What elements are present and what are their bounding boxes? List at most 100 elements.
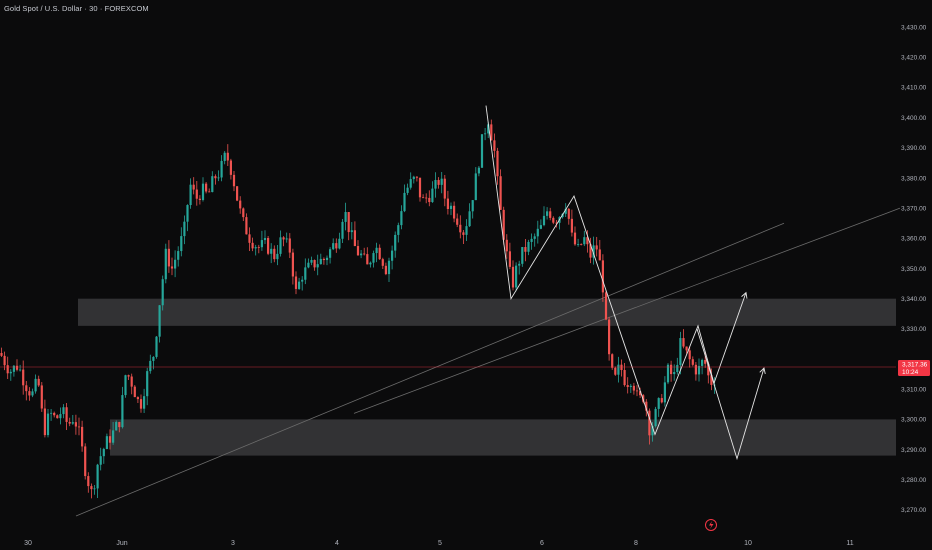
candle-body — [195, 189, 198, 199]
candle — [518, 260, 521, 275]
candle-body — [105, 436, 108, 449]
candle — [387, 257, 391, 282]
candle — [595, 236, 598, 257]
x-axis[interactable]: 30 Jun 3 4 5 6 8 10 11 — [24, 540, 854, 547]
candle-body — [406, 187, 409, 193]
candles-layer — [0, 119, 716, 499]
candle-body — [108, 436, 112, 443]
lightning-icon[interactable] — [705, 519, 717, 531]
candle-body — [248, 234, 251, 243]
candle-body — [270, 248, 273, 254]
trendline-upper — [353, 207, 901, 414]
candle — [508, 242, 511, 270]
candle — [620, 359, 623, 377]
candle-body — [344, 212, 347, 222]
candle — [577, 238, 580, 247]
candle-body — [25, 385, 28, 392]
candle-body — [564, 208, 567, 214]
candle-body — [549, 211, 552, 218]
candle — [691, 356, 694, 367]
candle-body — [546, 211, 549, 216]
candle — [685, 346, 688, 354]
candle — [415, 176, 418, 182]
y-tick-label: 3,300.00 — [901, 417, 927, 424]
drawings-layer — [485, 105, 766, 461]
candle — [304, 258, 307, 285]
candle — [589, 237, 592, 264]
candle — [701, 358, 704, 375]
candle — [459, 215, 462, 239]
candle — [567, 208, 570, 225]
candle-body — [577, 244, 580, 245]
candle — [474, 167, 477, 201]
candle-body — [589, 244, 592, 258]
candle — [611, 353, 614, 370]
candle-body — [570, 218, 573, 233]
candle — [93, 484, 96, 495]
candle — [43, 399, 46, 438]
candle-body — [446, 198, 449, 210]
candle-body — [282, 237, 285, 240]
candle — [573, 226, 577, 246]
candle-body — [567, 208, 570, 219]
y-tick-label: 3,270.00 — [901, 507, 927, 514]
candle — [155, 335, 158, 359]
candle — [251, 237, 254, 252]
candle — [298, 277, 301, 290]
candle-body — [313, 260, 316, 268]
candle-body — [372, 253, 375, 263]
candle-body — [77, 426, 81, 428]
candle-body — [412, 176, 415, 180]
candle-body — [474, 173, 477, 201]
x-tick-label: 6 — [540, 540, 544, 547]
trendlines-layer — [75, 207, 901, 517]
candle — [307, 258, 310, 269]
y-axis[interactable]: 3,430.00 3,420.00 3,410.00 3,400.00 3,390.00… — [901, 24, 927, 514]
candle — [443, 174, 446, 207]
candle-body — [415, 176, 418, 178]
candle — [493, 133, 496, 158]
candle — [270, 243, 273, 264]
candle — [384, 262, 387, 276]
candle — [198, 195, 201, 205]
candle-body — [211, 176, 214, 193]
candle — [291, 248, 294, 285]
candle — [192, 177, 195, 195]
candle — [189, 178, 192, 209]
candle — [391, 245, 394, 270]
candle — [0, 347, 3, 357]
candle — [601, 254, 604, 302]
trendline-lower — [75, 222, 785, 517]
candle — [350, 222, 353, 240]
candle-body — [487, 124, 490, 134]
candle — [710, 368, 713, 391]
candle-body — [468, 211, 471, 227]
candle — [205, 182, 208, 194]
candle-body — [608, 319, 611, 355]
candle-body — [508, 251, 511, 267]
candle-body — [226, 152, 229, 161]
candle — [437, 177, 440, 189]
candle — [81, 420, 84, 452]
candle-body — [245, 217, 248, 235]
candle — [136, 396, 139, 403]
candle-body — [449, 205, 453, 210]
candle-body — [257, 247, 260, 248]
candle-body — [614, 367, 617, 375]
candle — [530, 233, 533, 250]
candle-body — [397, 225, 400, 235]
candle-body — [236, 186, 239, 201]
candle — [279, 230, 282, 257]
candle-body — [375, 247, 378, 254]
candle — [614, 366, 617, 376]
y-tick-label: 3,380.00 — [901, 175, 927, 182]
candle-body — [251, 242, 254, 249]
candle — [353, 221, 356, 247]
candle-body — [143, 396, 146, 409]
candle — [502, 206, 505, 245]
candle-body — [301, 279, 304, 282]
candle — [657, 397, 660, 417]
candle-body — [635, 390, 639, 392]
